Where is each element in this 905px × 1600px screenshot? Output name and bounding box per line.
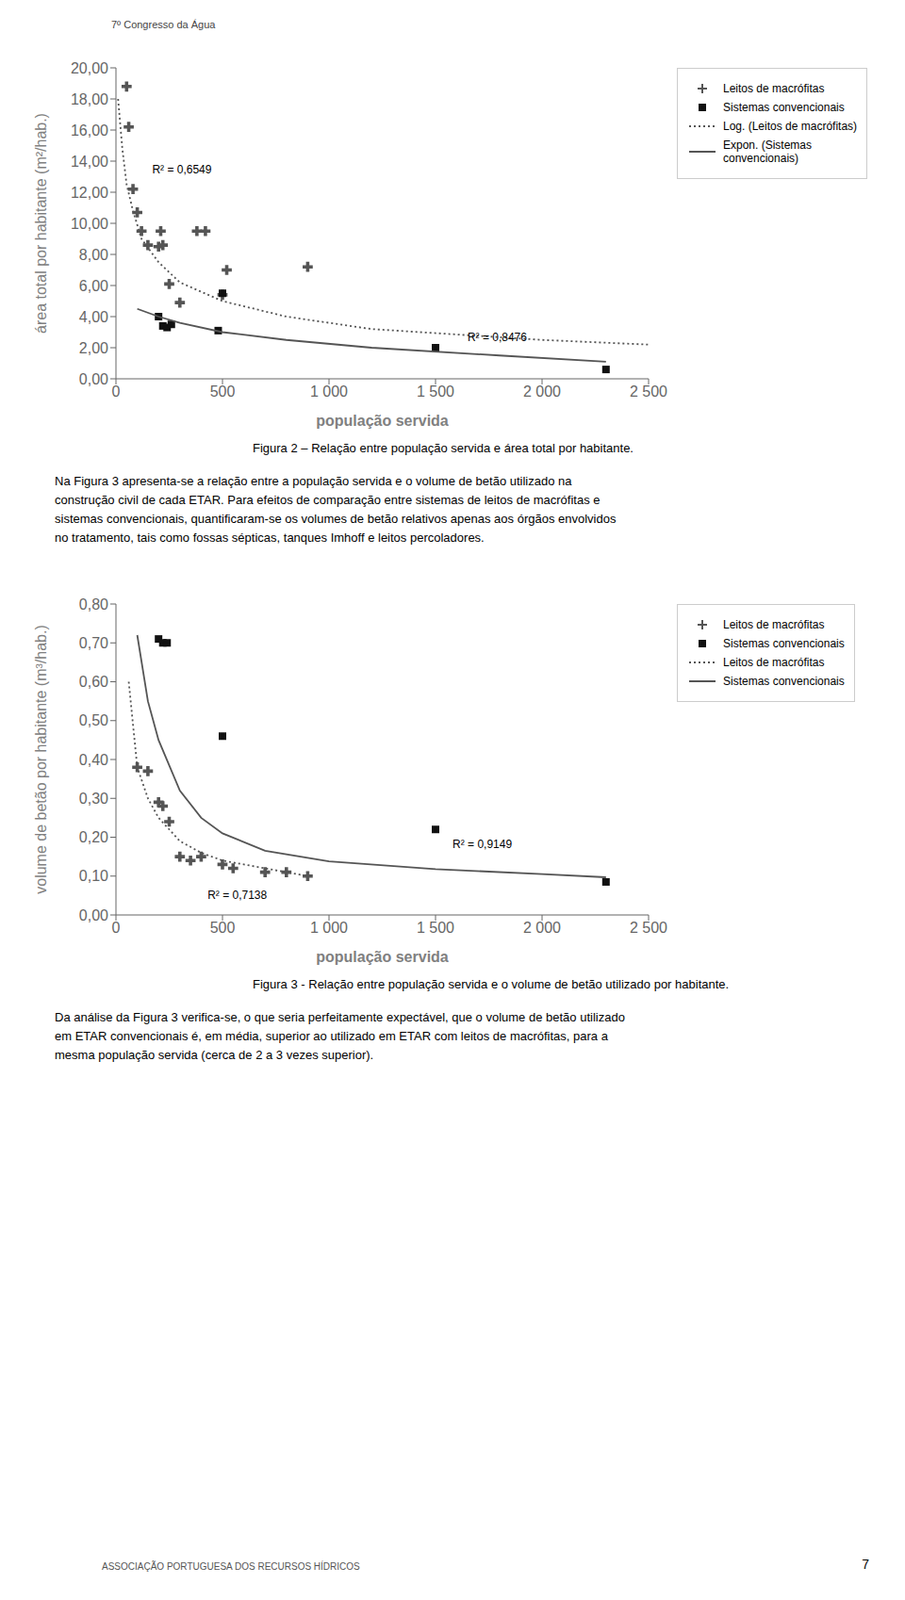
svg-text:6,00: 6,00 (79, 278, 109, 295)
html-text:7º Congresso da Água: 7º Congresso da Água (111, 18, 216, 31)
html-text:ASSOCIAÇÃO PORTUGUESA DOS RECU: ASSOCIAÇÃO PORTUGUESA DOS RECURSOS HÍDRI… (101, 1562, 360, 1573)
svg-text:R² = 0,6549: R² = 0,6549 (151, 163, 212, 177)
html-text:em ETAR convencionais é, em mé: em ETAR convencionais é, em média, super… (54, 1029, 608, 1044)
html-text:Sistemas convencionais: Sistemas convencionais (723, 637, 845, 651)
svg-text:0,00: 0,00 (79, 907, 109, 924)
html-text:construção civil de cada ETAR.: construção civil de cada ETAR. Para efei… (54, 493, 601, 508)
html-text:Log. (Leitos de macrófitas): Log. (Leitos de macrófitas) (723, 119, 858, 133)
svg-text:2,00: 2,00 (79, 340, 109, 357)
svg-text:2 000: 2 000 (523, 383, 561, 400)
svg-text:20,00: 20,00 (70, 60, 109, 77)
html-text:Expon. (Sistemas convencionais: Expon. (Sistemas convencionais) (723, 138, 812, 165)
html-text:sistemas convencionais, quanti: sistemas convencionais, quantificaram-se… (54, 511, 616, 527)
svg-text:4,00: 4,00 (79, 309, 109, 326)
svg-text:0,50: 0,50 (79, 712, 109, 729)
svg-text:0,20: 0,20 (79, 829, 109, 846)
svg-text:2 500: 2 500 (629, 383, 668, 400)
svg-text:2 500: 2 500 (629, 920, 668, 937)
svg-text:14,00: 14,00 (70, 153, 109, 170)
svg-text:R² = 0,8476: R² = 0,8476 (467, 330, 527, 345)
html-text:7: 7 (861, 1557, 870, 1573)
html-text:Figura 3 - Relação entre popul: Figura 3 - Relação entre população servi… (252, 977, 729, 992)
html-text:Leitos de macrófitas: Leitos de macrófitas (723, 82, 825, 96)
svg-text:0,60: 0,60 (79, 674, 109, 691)
svg-text:área total por habitante (m²/h: área total por habitante (m²/hab.) (32, 113, 50, 334)
html-text:Leitos de macrófitas: Leitos de macrófitas (723, 656, 825, 670)
svg-text:12,00: 12,00 (70, 184, 109, 201)
svg-text:2 000: 2 000 (523, 920, 561, 937)
svg-text:0,30: 0,30 (79, 790, 109, 807)
html-text:Figura 2 – Relação entre popul: Figura 2 – Relação entre população servi… (252, 441, 634, 456)
svg-text:16,00: 16,00 (70, 122, 109, 139)
svg-text:1 000: 1 000 (310, 383, 348, 400)
html-text:Na Figura 3 apresenta-se a rel: Na Figura 3 apresenta-se a relação entre… (54, 474, 572, 489)
svg-text:0,10: 0,10 (79, 868, 109, 885)
svg-text:8,00: 8,00 (79, 246, 109, 264)
svg-text:R² = 0,9149: R² = 0,9149 (452, 838, 512, 852)
svg-text:500: 500 (210, 383, 236, 400)
svg-text:0,00: 0,00 (79, 371, 109, 388)
html-text:Sistemas convencionais: Sistemas convencionais (723, 674, 845, 689)
svg-text:1 500: 1 500 (416, 920, 455, 937)
svg-text:0,80: 0,80 (79, 596, 109, 613)
svg-text:1 000: 1 000 (310, 920, 348, 937)
html-text:mesma população servida (cerca: mesma população servida (cerca de 2 a 3 … (54, 1048, 374, 1063)
html-text:no tratamento, tais como fossa: no tratamento, tais como fossas sépticas… (54, 530, 485, 545)
svg-text:0,40: 0,40 (79, 752, 109, 769)
html-text:Sistemas convencionais: Sistemas convencionais (723, 100, 845, 115)
svg-text:volume de betão por habitante: volume de betão por habitante (m³/hab.) (32, 625, 50, 895)
html-text:Da análise da Figura 3 verific: Da análise da Figura 3 verifica-se, o qu… (54, 1010, 625, 1025)
svg-text:500: 500 (210, 920, 236, 937)
svg-text:população servida: população servida (315, 412, 449, 429)
html-text:Leitos de macrófitas: Leitos de macrófitas (723, 618, 825, 632)
svg-text:10,00: 10,00 (70, 215, 109, 232)
svg-text:18,00: 18,00 (70, 91, 109, 108)
svg-text:0: 0 (112, 383, 121, 400)
svg-text:R² = 0,7138: R² = 0,7138 (207, 888, 267, 903)
svg-text:população servida: população servida (315, 949, 449, 966)
svg-text:0,70: 0,70 (79, 635, 109, 652)
svg-text:1 500: 1 500 (416, 383, 455, 400)
svg-text:0: 0 (112, 920, 121, 937)
